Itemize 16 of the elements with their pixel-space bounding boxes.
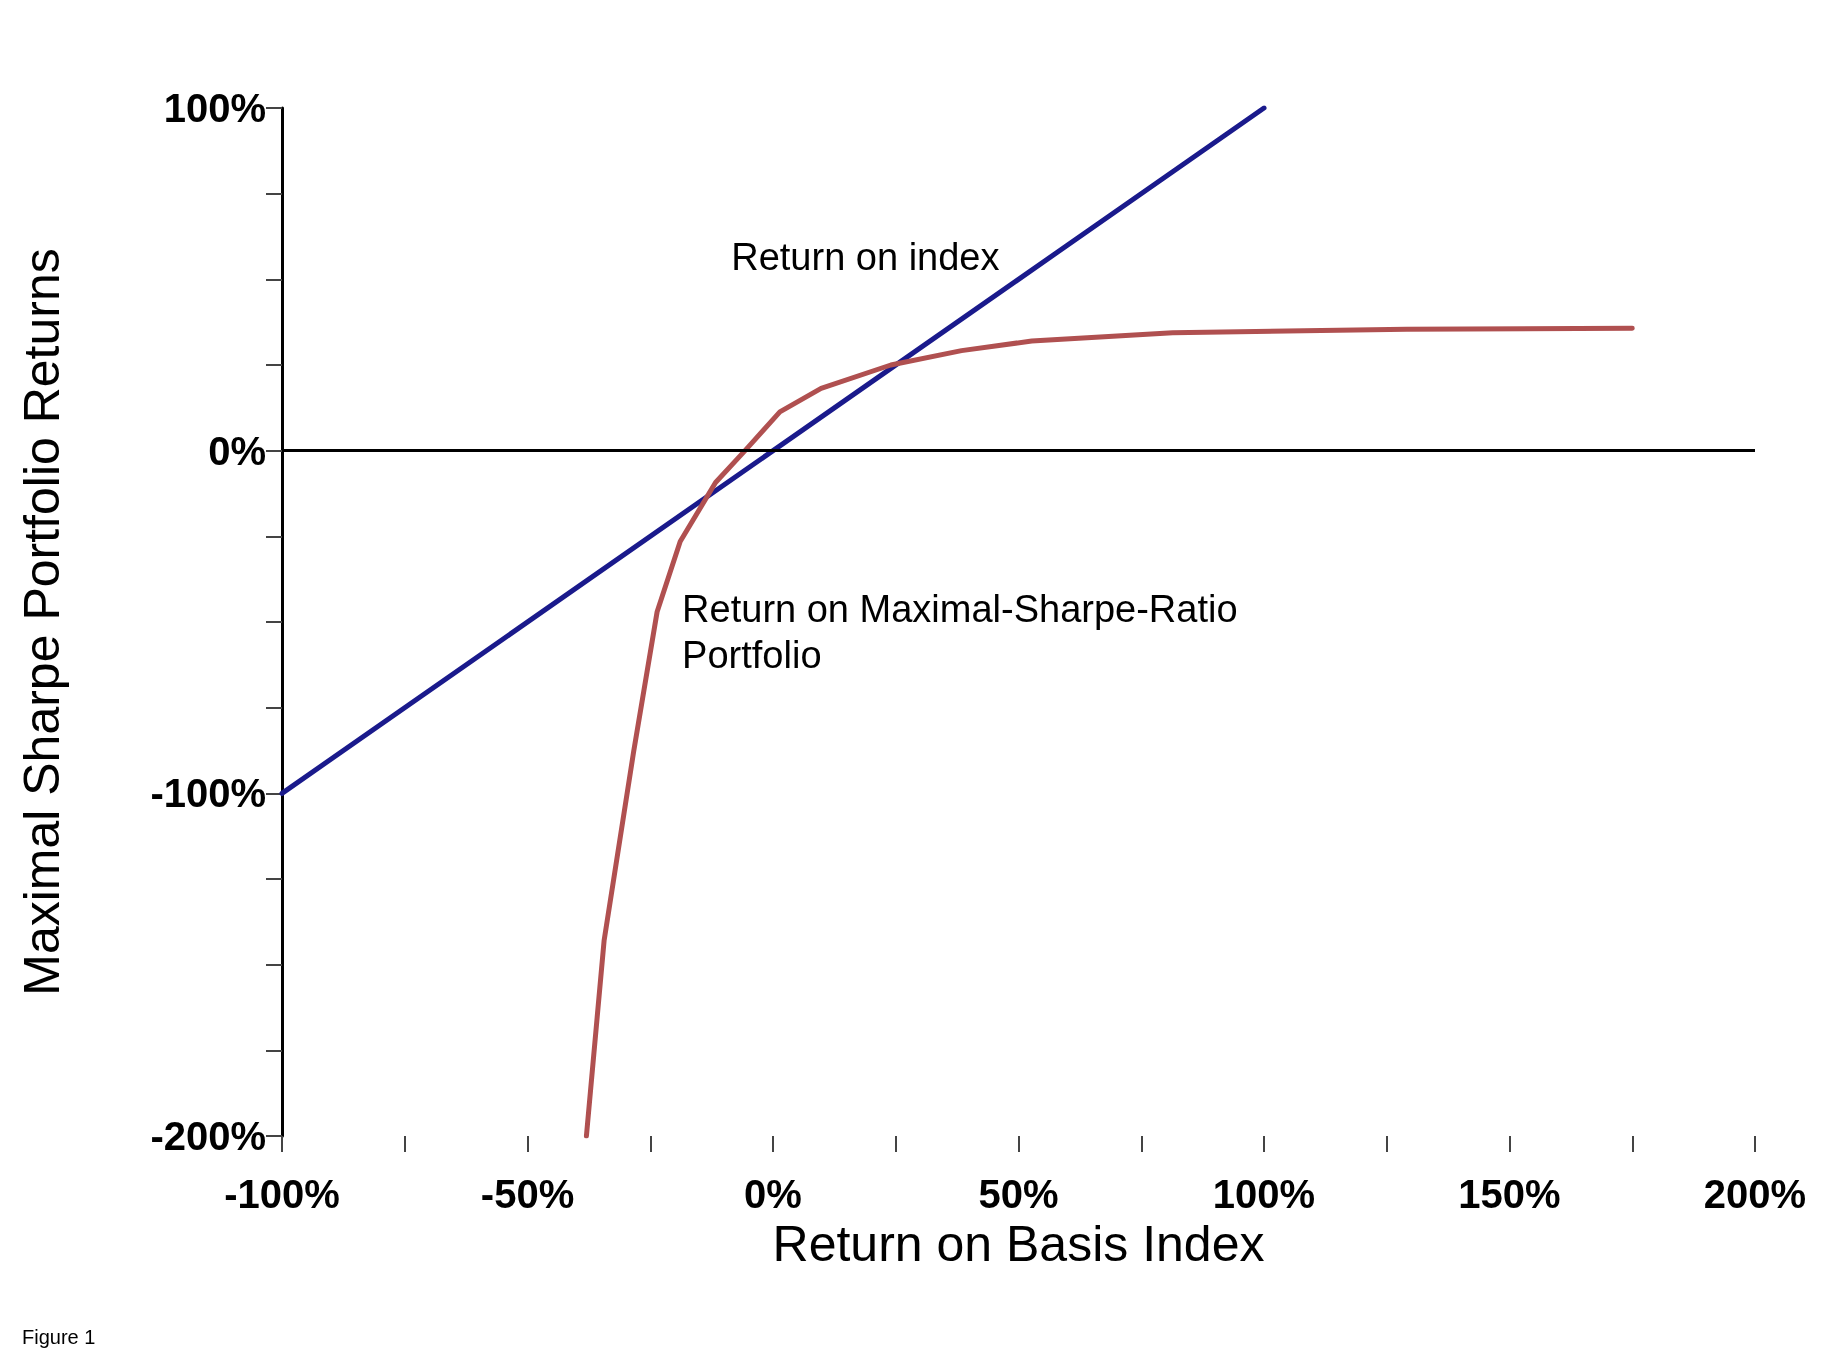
y-tick-label: 100% xyxy=(163,86,266,130)
x-tick-label: 50% xyxy=(978,1172,1059,1216)
x-tick-label: 0% xyxy=(744,1172,802,1216)
x-tick-label: -100% xyxy=(224,1172,340,1216)
series-label: Return on index xyxy=(731,236,1000,279)
y-tick-label: -200% xyxy=(150,1114,266,1158)
y-tick-label: -100% xyxy=(150,771,266,816)
x-tick-label: -50% xyxy=(480,1172,575,1216)
y-axis-title: Maximal Sharpe Portfolio Returns xyxy=(14,248,70,996)
caption: Figure 1 xyxy=(22,1326,96,1348)
x-tick-label: 100% xyxy=(1212,1172,1316,1216)
x-tick-label: 200% xyxy=(1703,1172,1807,1216)
series-label: Return on Maximal-Sharpe-Ratio Portfolio xyxy=(682,587,1249,676)
y-tick-label: 0% xyxy=(208,428,266,473)
x-tick-label: 150% xyxy=(1458,1172,1561,1216)
x-axis-title: Return on Basis Index xyxy=(772,1215,1265,1272)
